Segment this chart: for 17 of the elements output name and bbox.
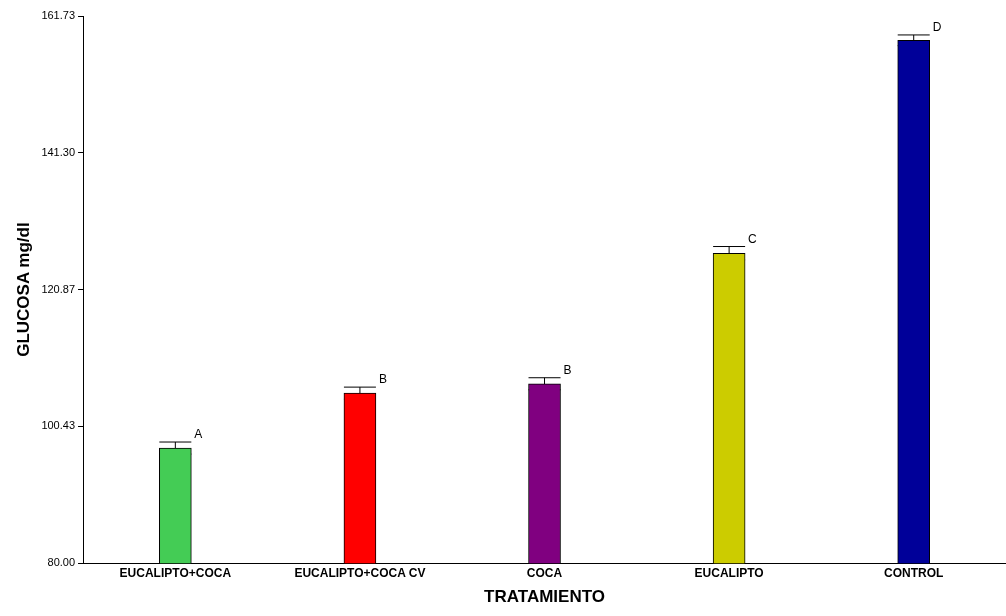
- y-tick-label: 141.30: [41, 145, 76, 158]
- annotation: B: [563, 363, 572, 378]
- annotation: B: [378, 372, 387, 387]
- annotation: A: [194, 427, 203, 442]
- annotation: C: [748, 231, 758, 246]
- y-tick-label: 120.87: [41, 282, 76, 295]
- y-axis-title: GLUCOSA mg/dl: [13, 222, 33, 357]
- y-tick-label: 80.00: [47, 556, 76, 569]
- y-tick-label: 161.73: [41, 9, 76, 22]
- x-tick-label: COCA: [526, 565, 563, 580]
- y-tick-label: 100.43: [41, 419, 76, 432]
- x-tick-label: EUCALIPTO+COCA CV: [294, 565, 426, 580]
- annotation: D: [932, 20, 942, 35]
- x-axis-title: TRATAMIENTO: [484, 587, 605, 607]
- x-tick-label: CONTROL: [884, 565, 944, 580]
- x-tick-label: EUCALIPTO: [694, 565, 764, 580]
- x-tick-label: EUCALIPTO+COCA: [119, 565, 232, 580]
